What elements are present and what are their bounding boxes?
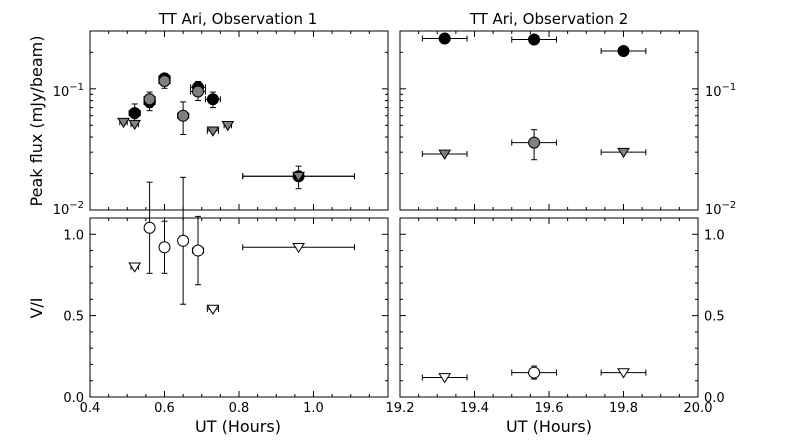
data-point [117,117,130,129]
xtick-label: 1.0 [303,401,324,416]
data-point [221,120,235,132]
ylabel-peak-flux: Peak flux (mJy/beam) [27,36,46,207]
data-point [511,365,557,380]
ytick-label-obs2-0.01: 10−2 [705,200,736,218]
triangle-marker [206,304,220,316]
ytick-label-obs2-0.1: 10−1 [705,82,736,100]
data-point [143,181,156,274]
data-point [206,304,220,316]
ytick-label: 0.0 [704,391,725,406]
xtick-label: 19.6 [535,401,564,416]
data-point [128,103,141,125]
panel-obs2-flux [399,30,699,211]
triangle-marker [438,373,452,384]
circle-marker [528,366,541,379]
panel-obs1-vi: 0.4 0.6 0.8 1.0 0.0 0.5 1.0 [63,176,389,416]
triangle-marker [617,368,630,379]
circle-marker [192,85,205,98]
circle-marker [158,75,171,88]
circle-marker [206,93,219,106]
triangle-marker [128,262,142,273]
triangle-marker [438,149,452,160]
ytick-label: 0.5 [63,310,84,325]
obs1-title: TT Ari, Observation 1 [158,10,318,28]
circle-marker [177,234,190,247]
data-point [128,262,142,273]
data-point [128,119,142,131]
xlabel-obs1: UT (Hours) [195,417,281,436]
triangle-marker [292,242,306,254]
triangle-marker [221,120,235,132]
circle-marker [617,45,630,58]
circle-marker [158,241,171,254]
circle-marker [528,33,541,46]
data-point [204,91,221,109]
ytick-label-obs1-0.1: 10−1 [53,82,84,100]
data-point [190,83,206,102]
xtick-label: 19.2 [386,401,415,416]
data-point [143,91,156,109]
data-point [191,215,205,286]
data-point [242,171,355,183]
xtick-label: 0.6 [154,401,175,416]
obs2-title: TT Ari, Observation 2 [469,10,629,28]
panel-frame [399,30,699,211]
ytick-label: 1.0 [63,228,84,243]
xlabel-obs2: UT (Hours) [506,417,592,436]
data-point [600,147,647,159]
xtick-label: 19.4 [460,401,489,416]
circle-marker [528,136,541,149]
panel-obs1-flux [89,30,389,211]
ytick-label: 0.0 [63,391,84,406]
circle-marker [128,107,141,120]
data-point [158,74,171,89]
data-point [177,176,190,305]
circle-marker [177,109,190,122]
data-point [511,33,557,46]
triangle-marker [292,171,306,183]
data-point [242,242,355,254]
data-point [421,149,468,160]
circle-marker [143,93,156,106]
ylabel-vi: V/I [27,297,46,318]
circle-marker [192,244,205,257]
data-point [600,368,647,379]
triangle-marker [206,126,220,137]
data-point [511,129,557,161]
triangle-marker [128,119,142,131]
data-point [177,101,190,135]
data-point [158,220,171,274]
data-point [421,32,468,45]
ytick-label: 0.5 [704,310,725,325]
triangle-marker [117,117,130,129]
xtick-label: 0.8 [229,401,250,416]
data-point [206,126,220,137]
data-point [421,373,468,384]
ytick-label-obs1-0.01: 10−2 [53,200,84,218]
panel-frame [89,217,389,398]
ytick-label: 1.0 [704,228,725,243]
xtick-label: 20.0 [684,401,713,416]
panel-frame [399,217,699,398]
panel-obs2-vi: 19.2 19.4 19.6 19.8 20.00.0 0.5 1.0 [386,217,725,416]
xtick-label: 0.4 [80,401,101,416]
triangle-marker [617,147,630,159]
circle-marker [143,221,156,234]
xtick-label: 19.8 [609,401,638,416]
circle-marker [438,32,451,45]
data-point [600,45,647,58]
